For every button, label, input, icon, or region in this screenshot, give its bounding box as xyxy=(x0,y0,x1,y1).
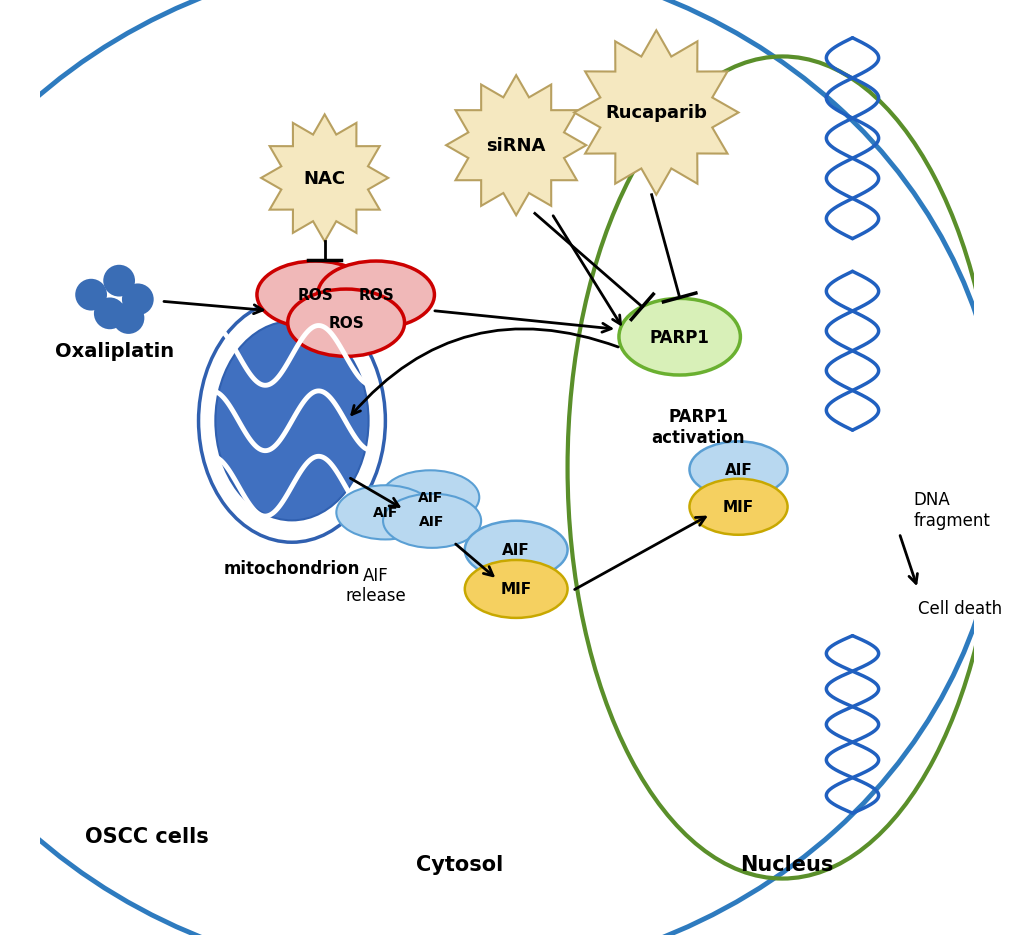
Text: Rucaparib: Rucaparib xyxy=(605,105,706,123)
Text: Cytosol: Cytosol xyxy=(416,854,503,874)
Text: Cell death: Cell death xyxy=(917,599,1001,617)
Text: PARP1: PARP1 xyxy=(649,329,709,346)
Ellipse shape xyxy=(215,322,368,520)
Text: NAC: NAC xyxy=(304,169,345,188)
Text: mitochondrion: mitochondrion xyxy=(223,560,360,578)
Text: ROS: ROS xyxy=(358,288,393,303)
Ellipse shape xyxy=(619,300,740,375)
Text: OSCC cells: OSCC cells xyxy=(86,826,209,846)
Polygon shape xyxy=(261,115,388,242)
Text: AIF: AIF xyxy=(723,462,752,477)
Ellipse shape xyxy=(257,262,373,329)
Text: Oxaliplatin: Oxaliplatin xyxy=(55,342,174,361)
Circle shape xyxy=(75,280,107,311)
Ellipse shape xyxy=(336,486,434,540)
Text: AIF
release: AIF release xyxy=(345,566,406,605)
Ellipse shape xyxy=(383,494,481,548)
Text: AIF: AIF xyxy=(417,490,442,505)
Text: Nucleus: Nucleus xyxy=(740,854,833,874)
Circle shape xyxy=(103,266,135,298)
Ellipse shape xyxy=(287,290,405,357)
Text: ROS: ROS xyxy=(298,288,333,303)
Ellipse shape xyxy=(689,442,787,498)
Ellipse shape xyxy=(199,300,385,543)
Ellipse shape xyxy=(317,262,434,329)
Text: MIF: MIF xyxy=(722,500,753,515)
Ellipse shape xyxy=(465,521,567,579)
Circle shape xyxy=(112,303,145,334)
Text: siRNA: siRNA xyxy=(486,137,545,155)
Text: DNA
fragment: DNA fragment xyxy=(912,490,989,530)
Ellipse shape xyxy=(381,471,479,525)
Text: AIF: AIF xyxy=(501,543,530,558)
Text: AIF: AIF xyxy=(419,514,444,528)
Text: PARP1
activation: PARP1 activation xyxy=(651,407,744,446)
Polygon shape xyxy=(445,76,586,216)
Circle shape xyxy=(94,299,125,329)
Polygon shape xyxy=(574,31,738,196)
Ellipse shape xyxy=(465,561,567,619)
Text: AIF: AIF xyxy=(372,505,397,519)
Ellipse shape xyxy=(689,479,787,535)
Circle shape xyxy=(122,285,154,315)
Text: ROS: ROS xyxy=(328,315,364,330)
Text: MIF: MIF xyxy=(500,582,531,597)
